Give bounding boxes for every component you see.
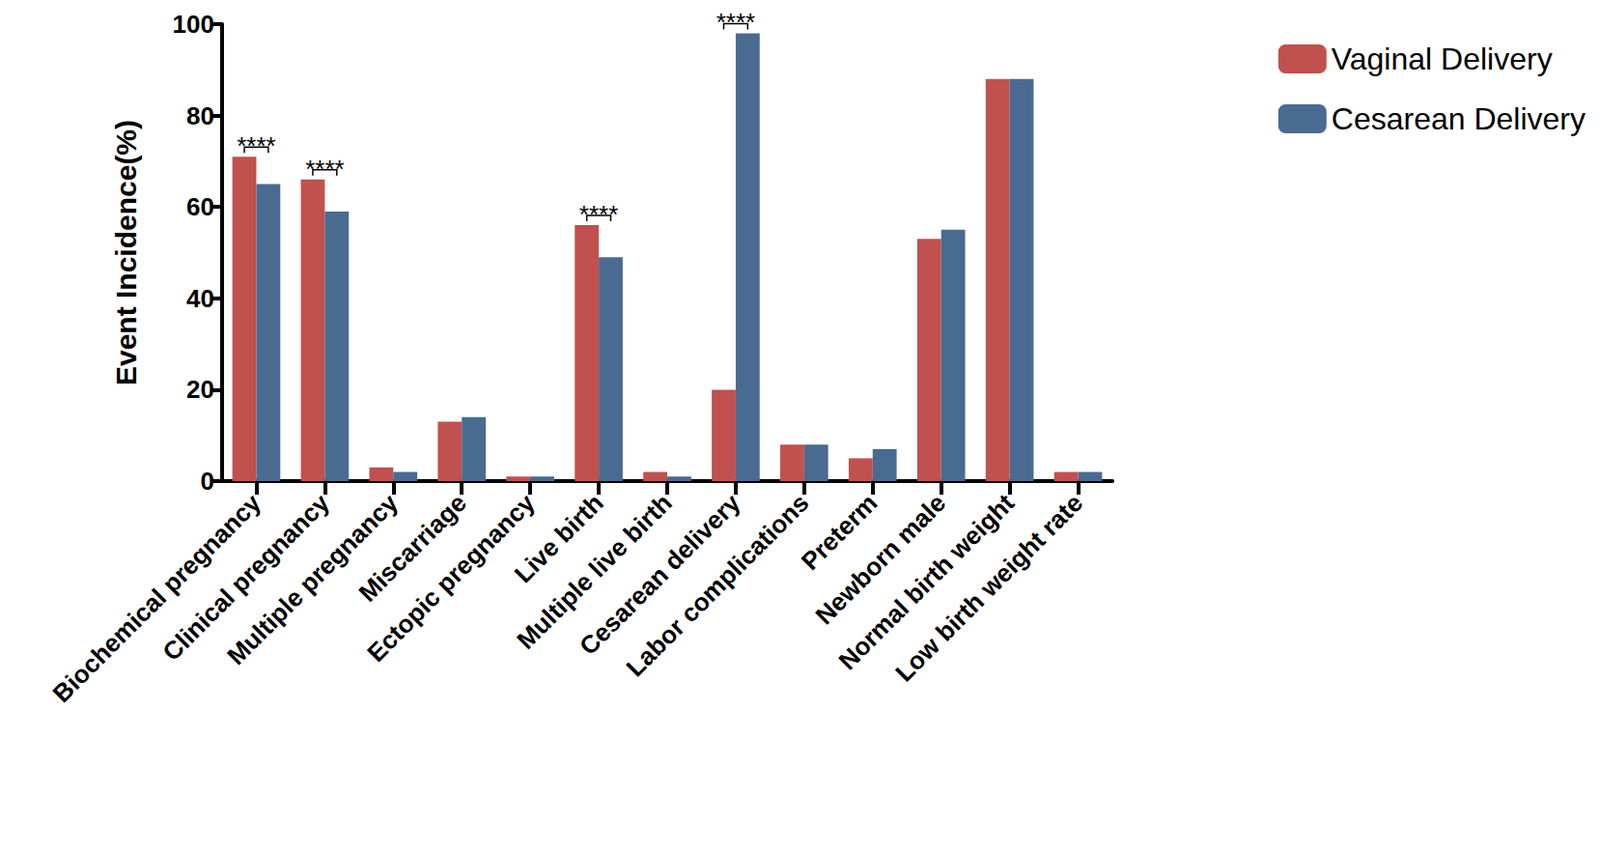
svg-text:80: 80 — [186, 101, 215, 131]
svg-text:Event Incidence(%): Event Incidence(%) — [110, 119, 142, 386]
svg-text:40: 40 — [186, 283, 215, 313]
svg-text:Multiple live birth: Multiple live birth — [511, 488, 678, 655]
svg-text:****: **** — [236, 131, 276, 161]
svg-text:100: 100 — [172, 9, 215, 39]
svg-text:Normal birth weight: Normal birth weight — [832, 488, 1020, 676]
svg-text:Ectopic pregnancy: Ectopic pregnancy — [361, 487, 541, 668]
svg-text:20: 20 — [186, 374, 215, 404]
svg-text:****: **** — [579, 199, 618, 229]
svg-text:Cesarean delivery: Cesarean delivery — [573, 488, 746, 661]
svg-text:Cesarean Delivery: Cesarean Delivery — [1331, 101, 1586, 137]
svg-text:****: **** — [716, 7, 756, 37]
svg-text:Newborn male: Newborn male — [809, 488, 952, 630]
svg-text:Labor complications: Labor complications — [620, 487, 815, 682]
svg-text:****: **** — [305, 154, 344, 184]
svg-text:0: 0 — [200, 466, 215, 496]
svg-text:Vaginal Delivery: Vaginal Delivery — [1331, 41, 1553, 77]
svg-text:Miscarriage: Miscarriage — [352, 488, 472, 608]
svg-text:Multiple pregnancy: Multiple pregnancy — [221, 488, 404, 671]
svg-text:Low birth weight rate: Low birth weight rate — [889, 487, 1089, 687]
svg-text:Biochemical pregnancy: Biochemical pregnancy — [46, 488, 267, 708]
svg-text:Clinical pregnancy: Clinical pregnancy — [156, 488, 336, 667]
svg-text:60: 60 — [186, 192, 215, 222]
svg-text:Preterm: Preterm — [795, 488, 883, 576]
svg-text:Live birth: Live birth — [508, 488, 610, 589]
